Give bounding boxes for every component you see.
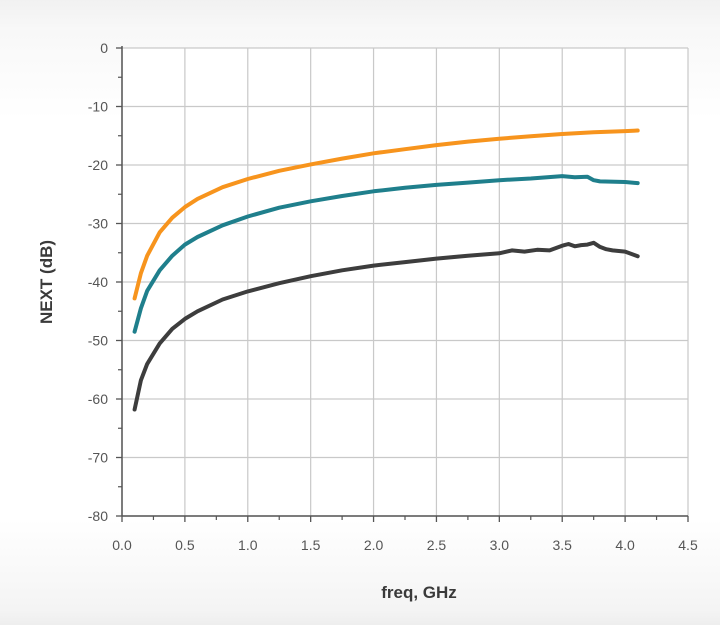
x-tick-label: 1.5 <box>301 537 321 553</box>
x-tick-label: 3.5 <box>552 537 572 553</box>
y-tick-label: -60 <box>88 391 108 407</box>
series-line-2 <box>132 174 640 334</box>
x-tick-label: 4.0 <box>615 537 635 553</box>
tick-labels: 0.0 0.5 1.0 1.5 2.0 2.5 3.0 3.5 4.0 4.5 0 -10 -20 -30… <box>88 40 698 553</box>
y-tick-label: -20 <box>88 157 108 173</box>
y-tick-label: -70 <box>88 450 108 466</box>
x-tick-label: 4.5 <box>678 537 698 553</box>
axes <box>116 46 689 522</box>
y-axis-title: NEXT (dB) <box>37 240 56 324</box>
y-tick-label: -50 <box>88 333 108 349</box>
y-tick-label: -30 <box>88 216 108 232</box>
x-tick-label: 2.5 <box>427 537 447 553</box>
x-tick-label: 0.0 <box>112 537 132 553</box>
grid <box>121 47 689 517</box>
series-line-3 <box>132 240 640 412</box>
x-axis-title: freq, GHz <box>381 583 457 602</box>
x-tick-label: 2.0 <box>364 537 384 553</box>
x-tick-label: 0.5 <box>175 537 195 553</box>
y-tick-label: -80 <box>88 508 108 524</box>
y-tick-label: -40 <box>88 274 108 290</box>
x-tick-label: 1.0 <box>238 537 258 553</box>
series-line-1 <box>132 128 640 301</box>
series-lines <box>132 128 640 412</box>
x-tick-label: 3.0 <box>490 537 510 553</box>
y-tick-label: -10 <box>88 99 108 115</box>
y-tick-label: 0 <box>100 40 108 56</box>
